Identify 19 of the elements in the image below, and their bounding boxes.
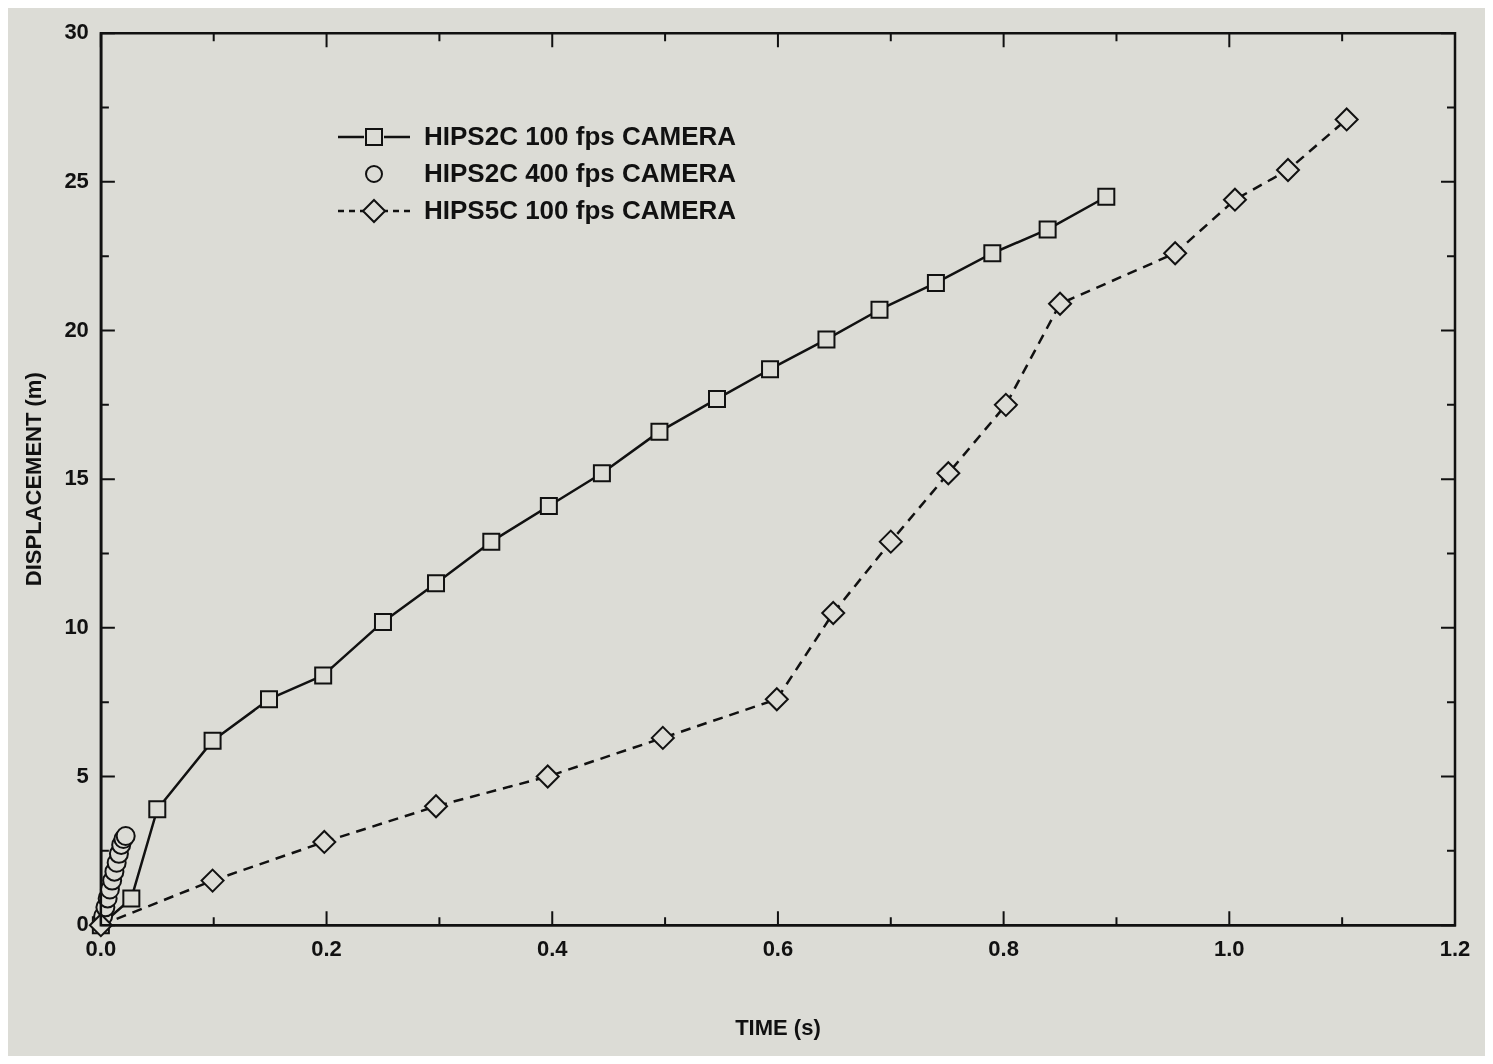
y-tick-label: 5 — [76, 762, 89, 788]
x-tick-label: 1.2 — [1439, 936, 1471, 962]
y-tick-label: 15 — [64, 465, 89, 491]
x-tick-label: 0.0 — [85, 936, 117, 962]
x-tick-label: 0.2 — [311, 936, 342, 962]
x-axis-title: TIME (s) — [735, 1014, 821, 1040]
legend-label: HIPS2C 400 fps CAMERA — [424, 158, 737, 189]
y-tick-label: 0 — [76, 911, 89, 937]
legend-label: HIPS2C 100 fps CAMERA — [424, 121, 737, 152]
x-tick-label: 1.0 — [1214, 936, 1245, 962]
y-tick-label: 30 — [64, 19, 89, 45]
legend-label: HIPS5C 100 fps CAMERA — [424, 195, 737, 226]
y-tick-label: 10 — [64, 613, 89, 639]
x-tick-label: 0.8 — [988, 936, 1019, 962]
x-tick-label: 0.4 — [536, 936, 569, 962]
y-axis-title: DISPLACEMENT (m) — [21, 372, 47, 587]
y-tick-label: 20 — [64, 316, 89, 342]
x-tick-label: 0.6 — [762, 936, 794, 962]
y-tick-label: 25 — [64, 167, 89, 193]
